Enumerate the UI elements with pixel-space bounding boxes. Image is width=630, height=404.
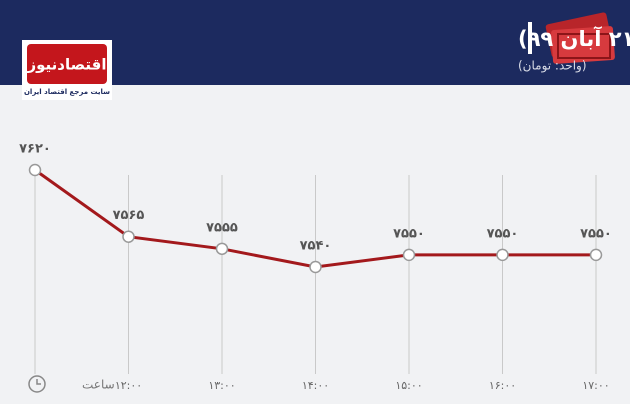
chart-subtitle: (واحد: تومان) xyxy=(518,59,587,74)
data-point xyxy=(402,248,416,262)
data-label: ۷۵۵۰ xyxy=(580,226,612,241)
clock-icon xyxy=(28,375,46,393)
x-tick-label: ۱۶:۰۰ xyxy=(489,379,516,392)
money-icon xyxy=(545,12,615,64)
data-point xyxy=(496,248,509,262)
data-label: ۷۵۴۰ xyxy=(300,239,332,254)
logo-tagline: سایت مرجع اقتصاد ایران xyxy=(24,88,110,96)
x-tick-label: ۱۴:۰۰ xyxy=(302,379,329,392)
data-point xyxy=(589,248,603,262)
x-tick-label: ۱۷:۰۰ xyxy=(582,379,609,392)
logo-name: اقتصادنیوز xyxy=(27,56,107,74)
x-tick-label: ۱۳:۰۰ xyxy=(208,379,235,392)
data-label: ۷۶۲۰ xyxy=(19,142,51,157)
data-point xyxy=(215,242,229,256)
data-point xyxy=(122,230,135,243)
clock-hands xyxy=(36,379,41,385)
data-label: ۷۵۵۵ xyxy=(206,220,238,235)
data-label: ۷۵۶۵ xyxy=(113,208,145,223)
data-label: ۷۵۵۰ xyxy=(487,226,519,241)
data-point xyxy=(309,260,322,274)
logo-box xyxy=(27,44,107,84)
chart-title: روند بهای درهم (چهارشنبه ۲۱ آبان ۹۹) xyxy=(518,26,630,51)
x-tick-label: ۱۵:۰۰ xyxy=(395,379,422,392)
data-point xyxy=(28,163,42,177)
x-tick-label: ۱۲:۰۰ xyxy=(115,379,142,392)
data-label: ۷۵۵۰ xyxy=(393,226,425,241)
title-separator xyxy=(528,22,532,54)
x-axis-label: ساعت xyxy=(82,378,115,392)
